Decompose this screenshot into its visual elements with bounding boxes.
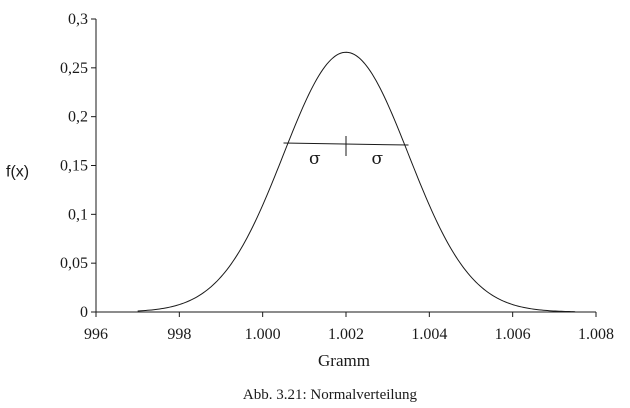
y-tick-label: 0,1: [68, 206, 88, 223]
x-tick-label: 1.004: [411, 326, 447, 343]
normal-density-curve: [137, 51, 576, 313]
y-tick-label: 0,25: [60, 60, 88, 77]
y-axis-title: f(x): [6, 164, 29, 181]
x-tick-label: 998: [167, 326, 191, 343]
y-tick-label: 0,2: [68, 109, 88, 126]
axes: 0 0,05 0,1 0,15 0,2 0,25 0,3 996 998 1.000 1.002 1…: [60, 11, 614, 343]
x-tick-label: 1.002: [328, 326, 364, 343]
sigma-annotation: σ σ: [283, 136, 409, 169]
x-tick-label: 1.000: [245, 326, 281, 343]
y-tick-label: 0,3: [68, 11, 88, 28]
figure-caption: Abb. 3.21: Normalverteilung: [243, 387, 418, 403]
y-tick-label: 0,15: [60, 158, 88, 175]
y-tick-label: 0: [80, 304, 88, 321]
x-tick-label: 1.008: [578, 326, 614, 343]
x-axis-title: Gramm: [318, 351, 370, 370]
x-axis-ticks: 996 998 1.000 1.002 1.004 1.006 1.008: [84, 312, 614, 343]
y-tick-label: 0,05: [60, 255, 88, 272]
y-axis-ticks: 0 0,05 0,1 0,15 0,2 0,25 0,3: [60, 11, 96, 321]
plot-area: [137, 51, 576, 313]
sigma-label-right: σ: [371, 149, 383, 169]
x-tick-label: 996: [84, 326, 108, 343]
x-tick-label: 1.006: [495, 326, 531, 343]
sigma-label-left: σ: [309, 149, 321, 169]
